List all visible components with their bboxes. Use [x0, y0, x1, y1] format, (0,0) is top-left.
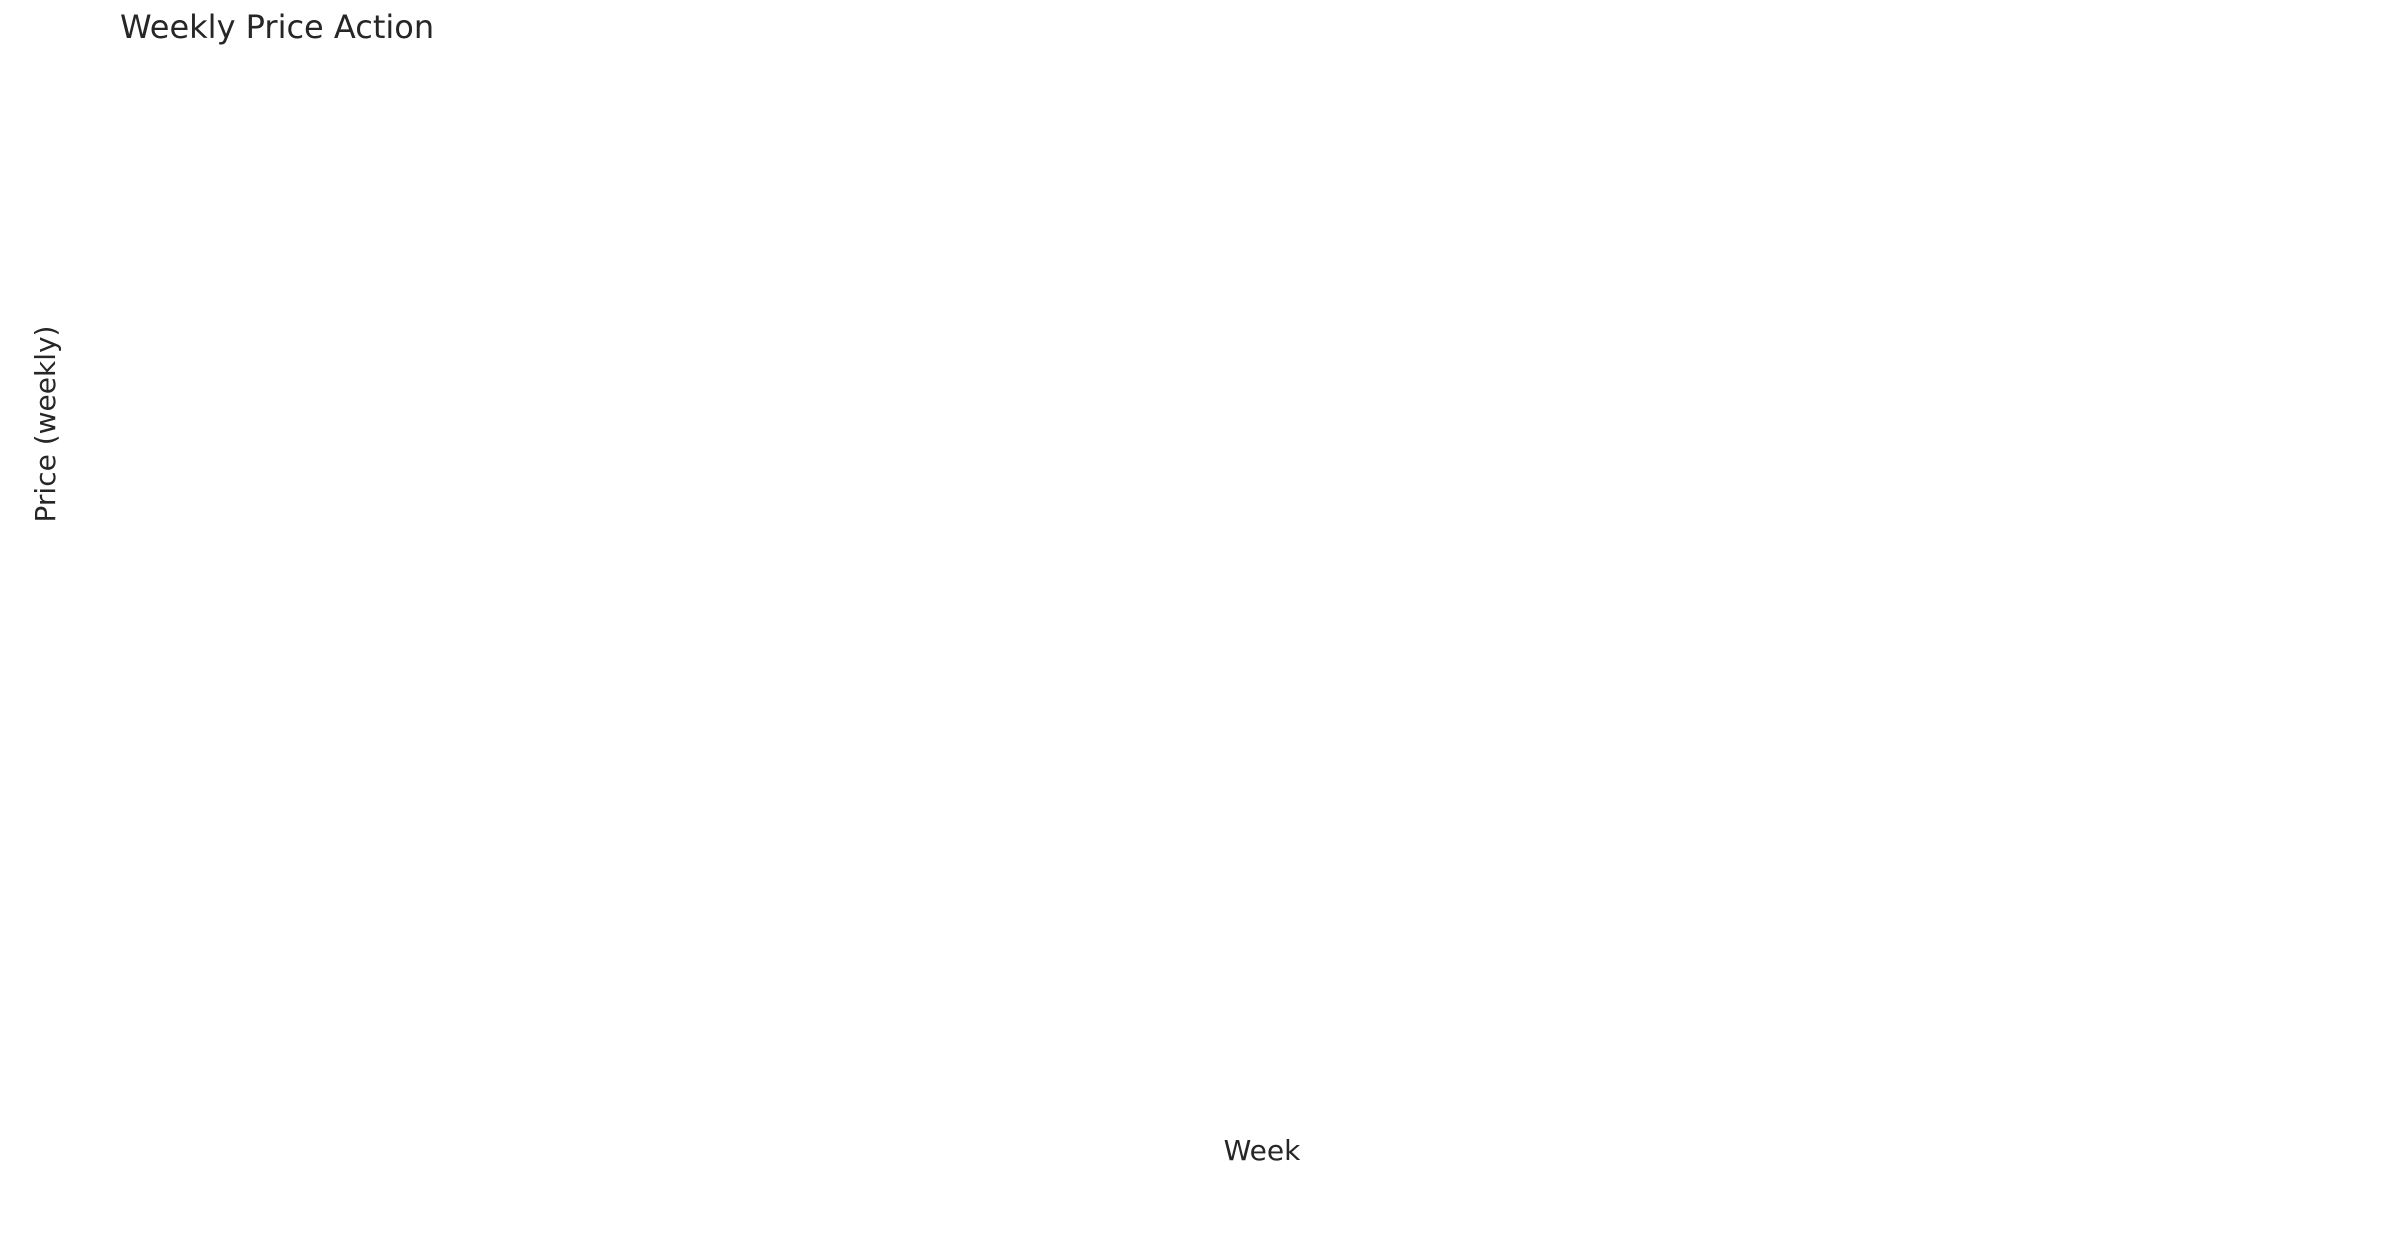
x-axis-label: Week — [1224, 1134, 1301, 1167]
chart-title: Weekly Price Action — [120, 8, 434, 46]
price-y-axis-label: Price (weekly) — [29, 326, 62, 523]
